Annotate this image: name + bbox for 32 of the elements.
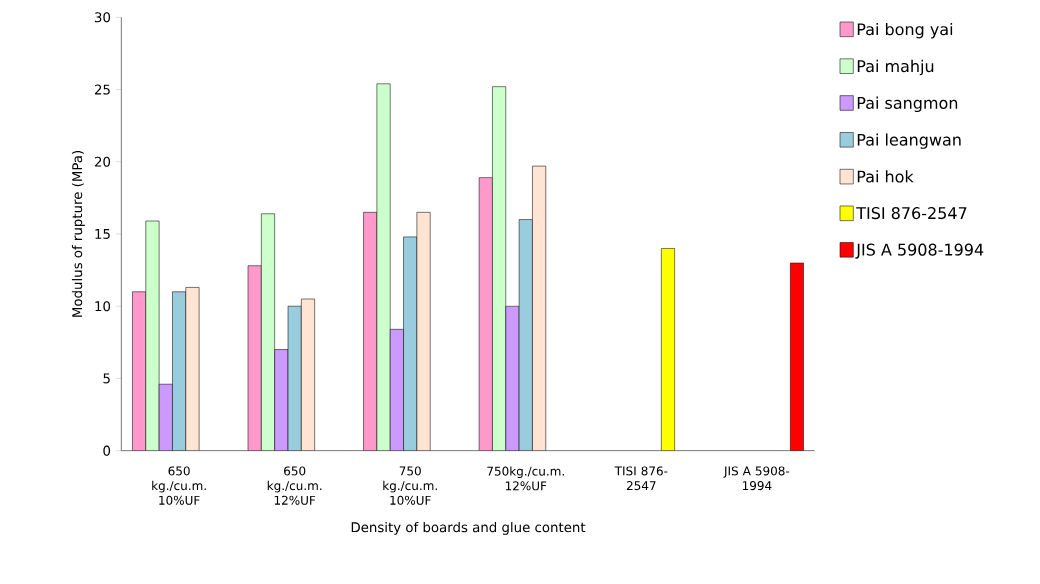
y-tick-label: 30 xyxy=(95,12,111,23)
bar xyxy=(492,86,507,451)
legend-label: JIS A 5908-1994 xyxy=(855,243,984,259)
legend-label: Pai sangmon xyxy=(857,96,958,113)
y-tick-label: 15 xyxy=(95,229,110,239)
bar xyxy=(261,213,275,451)
x-tick-label: 750kg./cu.m. 12%UF xyxy=(487,466,564,491)
legend-label: Pai hok xyxy=(857,170,914,183)
y-tick-label: 25 xyxy=(94,84,110,95)
bar xyxy=(789,262,804,451)
legend-label: Pai mahju xyxy=(857,59,934,76)
y-tick-label: 0 xyxy=(103,445,111,456)
x-tick-label: TISI 876-2547 xyxy=(614,466,668,491)
legend-label: TISI 876-2547 xyxy=(856,207,967,220)
y-tick-label: 5 xyxy=(103,373,110,384)
bar xyxy=(518,219,533,451)
y-tick-label: 20 xyxy=(94,156,111,167)
x-axis-title: Density of boards and glue content xyxy=(351,521,586,535)
y-tick-label: 10 xyxy=(95,301,111,312)
legend-label: Pai bong yai xyxy=(857,22,953,39)
x-tick-label: JIS A 5908-1994 xyxy=(723,466,790,491)
x-tick-label: 650 kg./cu.m. 10%UF xyxy=(152,466,206,505)
x-tick-label: 750 kg./cu.m. 10%UF xyxy=(383,466,437,505)
bar xyxy=(478,177,493,451)
x-tick-label: 650 kg./cu.m. 12%UF xyxy=(267,466,322,505)
legend-label: Pai leangwan xyxy=(857,133,961,149)
bar xyxy=(248,265,262,451)
bar xyxy=(363,212,377,451)
bar xyxy=(376,83,391,451)
bar xyxy=(172,291,186,451)
y-axis-title: Modulus of rupture (MPa) xyxy=(71,150,85,317)
bar xyxy=(416,212,431,451)
